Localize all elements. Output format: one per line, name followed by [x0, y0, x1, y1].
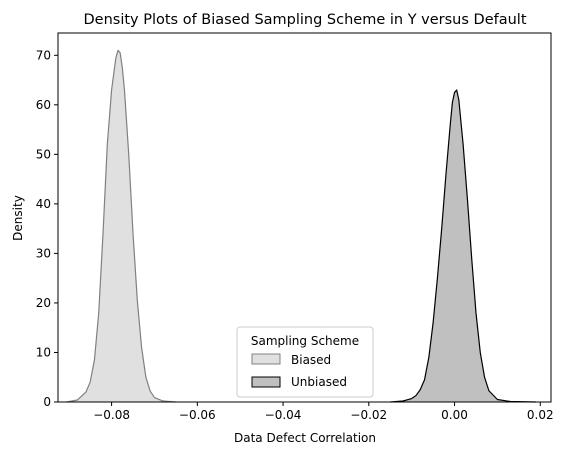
plot-frame — [57, 32, 552, 403]
y-tick-label: 60 — [36, 98, 51, 112]
legend-swatch-biased — [251, 353, 281, 365]
legend-label-unbiased: Unbiased — [291, 375, 347, 389]
density-line-biased — [66, 49, 176, 403]
legend: Sampling Scheme Biased Unbiased — [236, 326, 374, 398]
x-tick-label: −0.02 — [350, 408, 387, 422]
chart-title: Density Plots of Biased Sampling Scheme … — [83, 12, 526, 28]
y-tick-label: 20 — [36, 296, 51, 310]
y-tick-label: 0 — [43, 395, 51, 409]
x-tick-label: −0.08 — [93, 408, 130, 422]
y-tick-label: 50 — [36, 147, 51, 161]
x-tick-label: 0.02 — [527, 408, 554, 422]
density-area-unbiased — [390, 89, 536, 403]
x-axis-label: Data Defect Correlation — [234, 431, 376, 445]
legend-title: Sampling Scheme — [251, 334, 359, 348]
y-tick-label: 40 — [36, 197, 51, 211]
x-tick-label: −0.04 — [265, 408, 302, 422]
legend-swatch-unbiased — [251, 376, 281, 388]
y-axis: 0 10 20 30 40 50 60 70 — [36, 48, 58, 409]
x-tick-label: −0.06 — [179, 408, 216, 422]
y-tick-label: 10 — [36, 345, 51, 359]
legend-label-biased: Biased — [291, 353, 331, 367]
density-line-unbiased — [390, 89, 537, 403]
y-tick-label: 70 — [36, 48, 51, 62]
density-area-biased — [66, 50, 176, 403]
x-tick-label: 0.00 — [441, 408, 468, 422]
x-axis: −0.08 −0.06 −0.04 −0.02 0.00 0.02 — [93, 402, 554, 422]
series-layer — [66, 49, 537, 403]
y-tick-label: 30 — [36, 246, 51, 260]
y-axis-label: Density — [11, 195, 25, 241]
